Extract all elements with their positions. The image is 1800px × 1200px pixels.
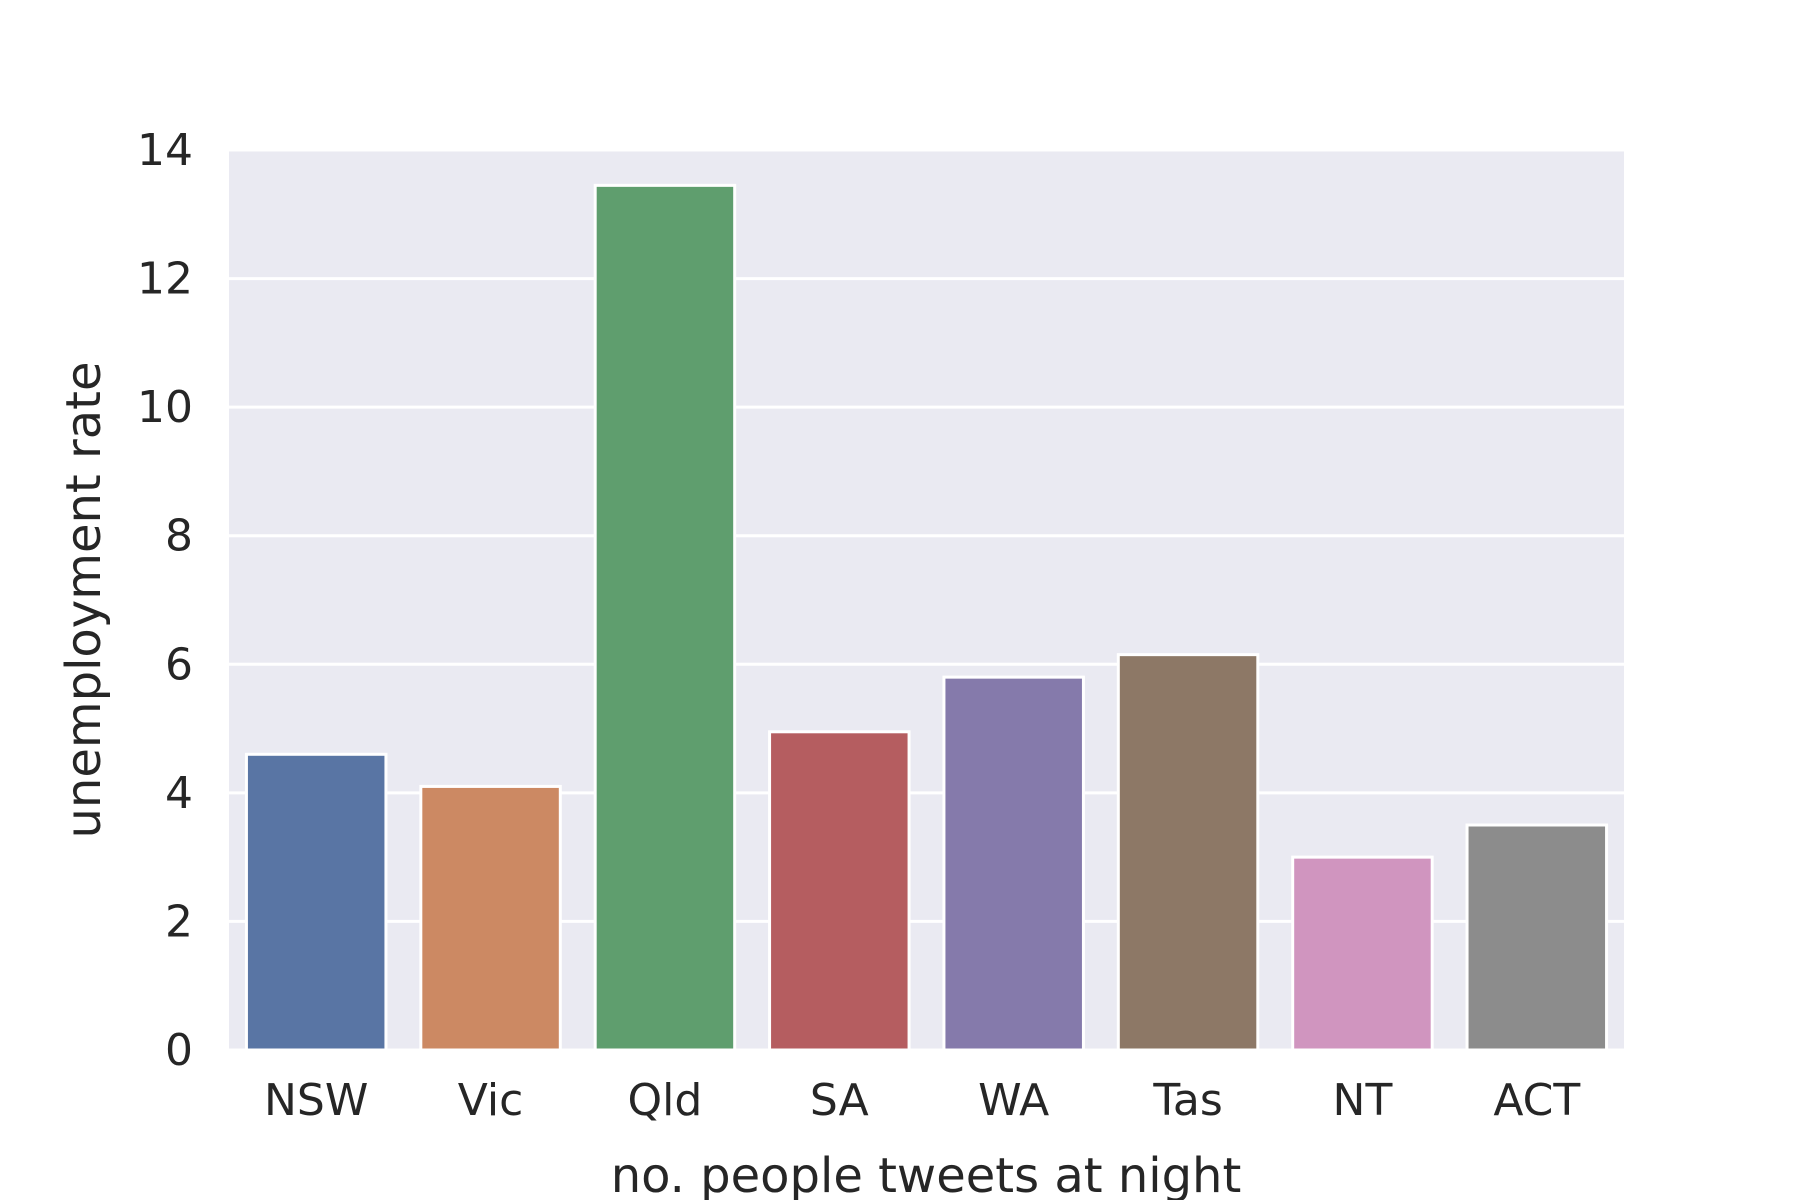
bar-tas (1116, 653, 1260, 1052)
y-tick-label: 8 (165, 511, 193, 562)
x-tick-label: SA (810, 1075, 869, 1126)
x-tick-label: NSW (264, 1075, 368, 1126)
x-tick-label: Tas (1152, 1075, 1222, 1126)
y-tick-label: 10 (137, 382, 193, 433)
y-tick-label: 2 (165, 896, 193, 947)
y-tick-label: 6 (165, 639, 193, 690)
x-tick-label: NT (1333, 1075, 1393, 1126)
x-tick-label: Qld (628, 1075, 703, 1126)
bars (244, 183, 1609, 1052)
x-tick-label: WA (978, 1075, 1049, 1126)
y-axis-label: unemployment rate (56, 362, 112, 839)
bar-qld (593, 183, 737, 1052)
y-tick-label: 4 (165, 768, 193, 819)
x-axis-label: no. people tweets at night (611, 1148, 1242, 1200)
bar-act (1465, 823, 1609, 1052)
y-tick-label: 14 (137, 125, 193, 176)
x-tick-labels: NSW Vic Qld SA WA Tas NT ACT (264, 1075, 1580, 1126)
bar-nt (1291, 855, 1434, 1052)
bar-sa (768, 730, 911, 1052)
y-tick-label: 12 (137, 254, 193, 305)
y-tick-label: 0 (165, 1025, 193, 1076)
y-tick-labels: 0 2 4 6 8 10 12 14 (137, 125, 193, 1076)
x-tick-label: ACT (1493, 1075, 1580, 1126)
bar-vic (419, 784, 562, 1052)
bar-wa (942, 675, 1085, 1052)
bar-nsw (244, 752, 388, 1052)
x-tick-label: Vic (458, 1075, 524, 1126)
